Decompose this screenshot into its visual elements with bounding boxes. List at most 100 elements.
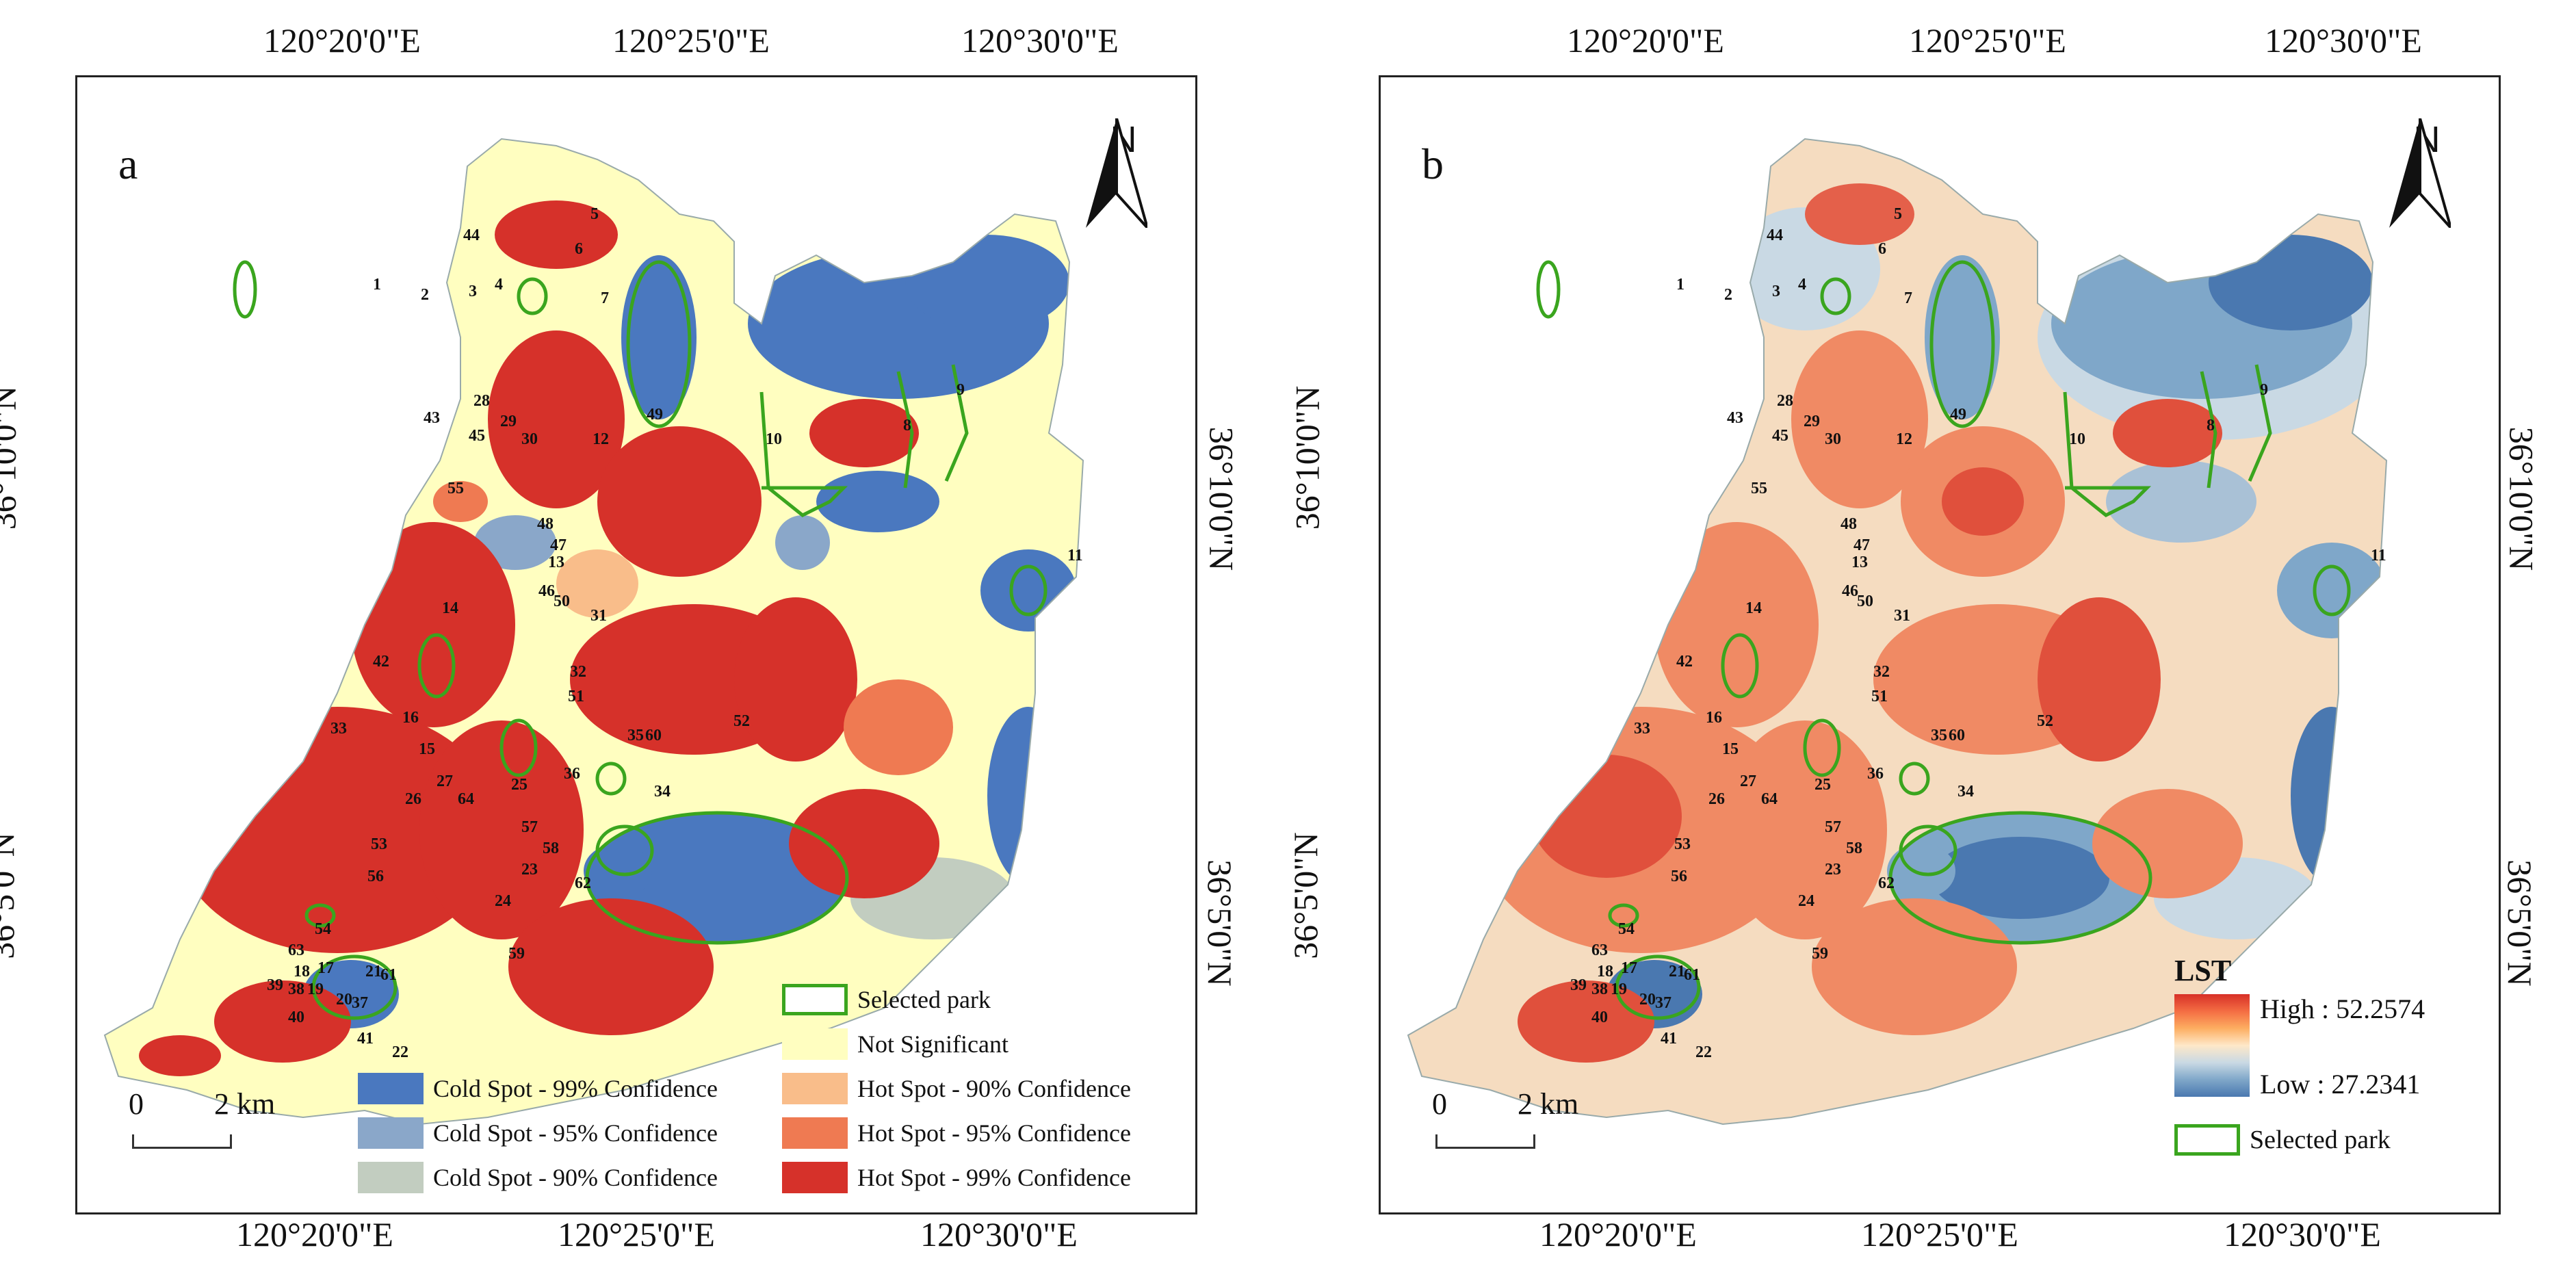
legend-hot-99: Hot Spot - 99% Confidence: [782, 1162, 1131, 1193]
selected-parks: [233, 260, 1048, 1020]
park-label-44: 44: [463, 226, 480, 244]
park-label-14: 14: [442, 599, 458, 617]
lon-label-top-3: 120°30'0"E: [961, 21, 1119, 60]
lon-label-bottom-3: 120°30'0"E: [920, 1215, 1078, 1253]
park-label-12: 12: [1896, 430, 1912, 448]
lon-label-bottom-3: 120°30'0"E: [2224, 1215, 2381, 1253]
lst-map-svg: 12 3 4567891011121314151617181920212223242…: [1407, 138, 2388, 1126]
lst-high-label: High : 52.2574: [2260, 993, 2425, 1024]
park-label-2: 2: [1724, 286, 1732, 304]
park-label-36: 36: [1867, 765, 1884, 783]
park-label-18: 18: [294, 963, 310, 980]
park-label-64: 64: [458, 790, 474, 808]
park-label-25: 25: [1814, 776, 1831, 794]
park-label-57: 57: [1825, 818, 1841, 836]
park-label-60: 60: [1949, 727, 1965, 744]
scale-bar: 0 2 km: [1432, 1087, 1578, 1155]
park-label-1: 1: [1676, 276, 1684, 294]
park-label-48: 48: [537, 515, 554, 533]
park-label-10: 10: [2069, 430, 2085, 448]
scale-distance-label: 2 km: [1518, 1087, 1579, 1121]
park-label-22: 22: [1695, 1043, 1712, 1061]
park-label-11: 11: [1067, 547, 1083, 564]
land-outline: [1407, 138, 2388, 1126]
legend-cold-99: Cold Spot - 99% Confidence: [358, 1073, 718, 1104]
lon-label-bottom-2: 120°25'0"E: [1861, 1215, 2018, 1253]
map-frame-a: 1 2 3 4 5 6 7 8 9 10 11 12 13 14 15 16 1…: [75, 75, 1197, 1214]
park-label-28: 28: [1777, 392, 1793, 410]
legend-swatch: [358, 1162, 424, 1193]
park-label-33: 33: [330, 720, 347, 738]
park-label-52: 52: [2037, 712, 2053, 730]
park-label-55: 55: [1751, 480, 1767, 497]
park-label-9: 9: [2260, 381, 2268, 399]
park-label-35: 35: [627, 727, 644, 744]
lst-low-label: Low : 27.2341: [2260, 1069, 2421, 1100]
legend-hot-90: Hot Spot - 90% Confidence: [782, 1073, 1131, 1104]
park-label-44: 44: [1767, 226, 1783, 244]
park-label-60: 60: [645, 727, 662, 744]
scale-bar-line: [1435, 1134, 1535, 1149]
park-label-21: 21: [365, 963, 382, 980]
park-label-50: 50: [554, 593, 570, 610]
park-label-9: 9: [957, 381, 965, 399]
park-label-12: 12: [593, 430, 609, 448]
park-labels-a: 1 2 3 4 5 6 7 8 9 10 11 12 13 14 15 16 1…: [267, 205, 1083, 1061]
park-label-38: 38: [1591, 980, 1608, 998]
north-arrow: N: [1086, 118, 1161, 228]
park-label-2: 2: [421, 286, 429, 304]
park-label-23: 23: [1825, 861, 1841, 879]
park-label-7: 7: [1904, 289, 1912, 307]
park-label-39: 39: [1570, 976, 1587, 994]
legend-cold-90: Cold Spot - 90% Confidence: [358, 1162, 718, 1193]
lon-label-bottom-1: 120°20'0"E: [236, 1215, 393, 1253]
hotspot-map-svg: 1 2 3 4 5 6 7 8 9 10 11 12 13 14 15 16 1…: [103, 138, 1084, 1126]
lon-label-top-3: 120°30'0"E: [2265, 21, 2422, 60]
selected-parks: [1536, 260, 2351, 1020]
land-outline: [103, 138, 1084, 1126]
park-label-43: 43: [1727, 409, 1743, 427]
park-label-64: 64: [1761, 790, 1778, 808]
park-label-16: 16: [402, 709, 419, 727]
scale-zero-label: 0: [129, 1087, 144, 1121]
park-label-42: 42: [373, 653, 389, 671]
park-label-32: 32: [570, 663, 586, 681]
park-label-8: 8: [2207, 417, 2215, 434]
legend-swatch: [782, 1028, 848, 1060]
map-frame-b: 1 2 3 4 5 6 7 8 9 10 11 12 13 14 15 16 17 18 19 20 21 22 23 24 2…: [1379, 75, 2501, 1214]
park-label-4: 4: [495, 276, 503, 294]
park-label-48: 48: [1840, 515, 1857, 533]
park-label-4: 4: [1798, 276, 1806, 294]
scale-distance-label: 2 km: [214, 1087, 276, 1121]
lat-label-right-2: 36°5'0"N: [2500, 859, 2539, 987]
legend-swatch: [782, 1162, 848, 1193]
park-label-31: 31: [590, 607, 607, 625]
park-label-13: 13: [548, 554, 564, 571]
park-label-50: 50: [1857, 593, 1873, 610]
park-label-39: 39: [267, 976, 283, 994]
park-label-6: 6: [575, 240, 583, 258]
park-label-19: 19: [1611, 980, 1627, 998]
park-label-29: 29: [1804, 413, 1820, 430]
legend-swatch: [782, 1117, 848, 1149]
lst-legend-title: LST: [2174, 954, 2232, 987]
lat-label-left-1: 36°10'0"N: [1288, 385, 1327, 530]
park-label-33: 33: [1634, 720, 1650, 738]
park-label-19: 19: [307, 980, 324, 998]
park-label-26: 26: [405, 790, 421, 808]
park-label-27: 27: [437, 772, 453, 790]
park-label-35: 35: [1931, 727, 1947, 744]
north-arrow-icon: [2389, 118, 2451, 228]
park-label-59: 59: [508, 945, 525, 963]
park-label-37: 37: [352, 994, 368, 1012]
park-label-40: 40: [1591, 1009, 1608, 1026]
park-label-30: 30: [521, 430, 538, 448]
park-label-6: 6: [1878, 240, 1886, 258]
legend-cold-95: Cold Spot - 95% Confidence: [358, 1117, 718, 1149]
park-label-46: 46: [1842, 582, 1858, 600]
park-label-34: 34: [1957, 783, 1974, 801]
park-label-52: 52: [733, 712, 750, 730]
park-label-31: 31: [1894, 607, 1910, 625]
lat-label-right-1: 36°10'0"N: [1202, 426, 1241, 571]
park-label-13: 13: [1851, 554, 1868, 571]
